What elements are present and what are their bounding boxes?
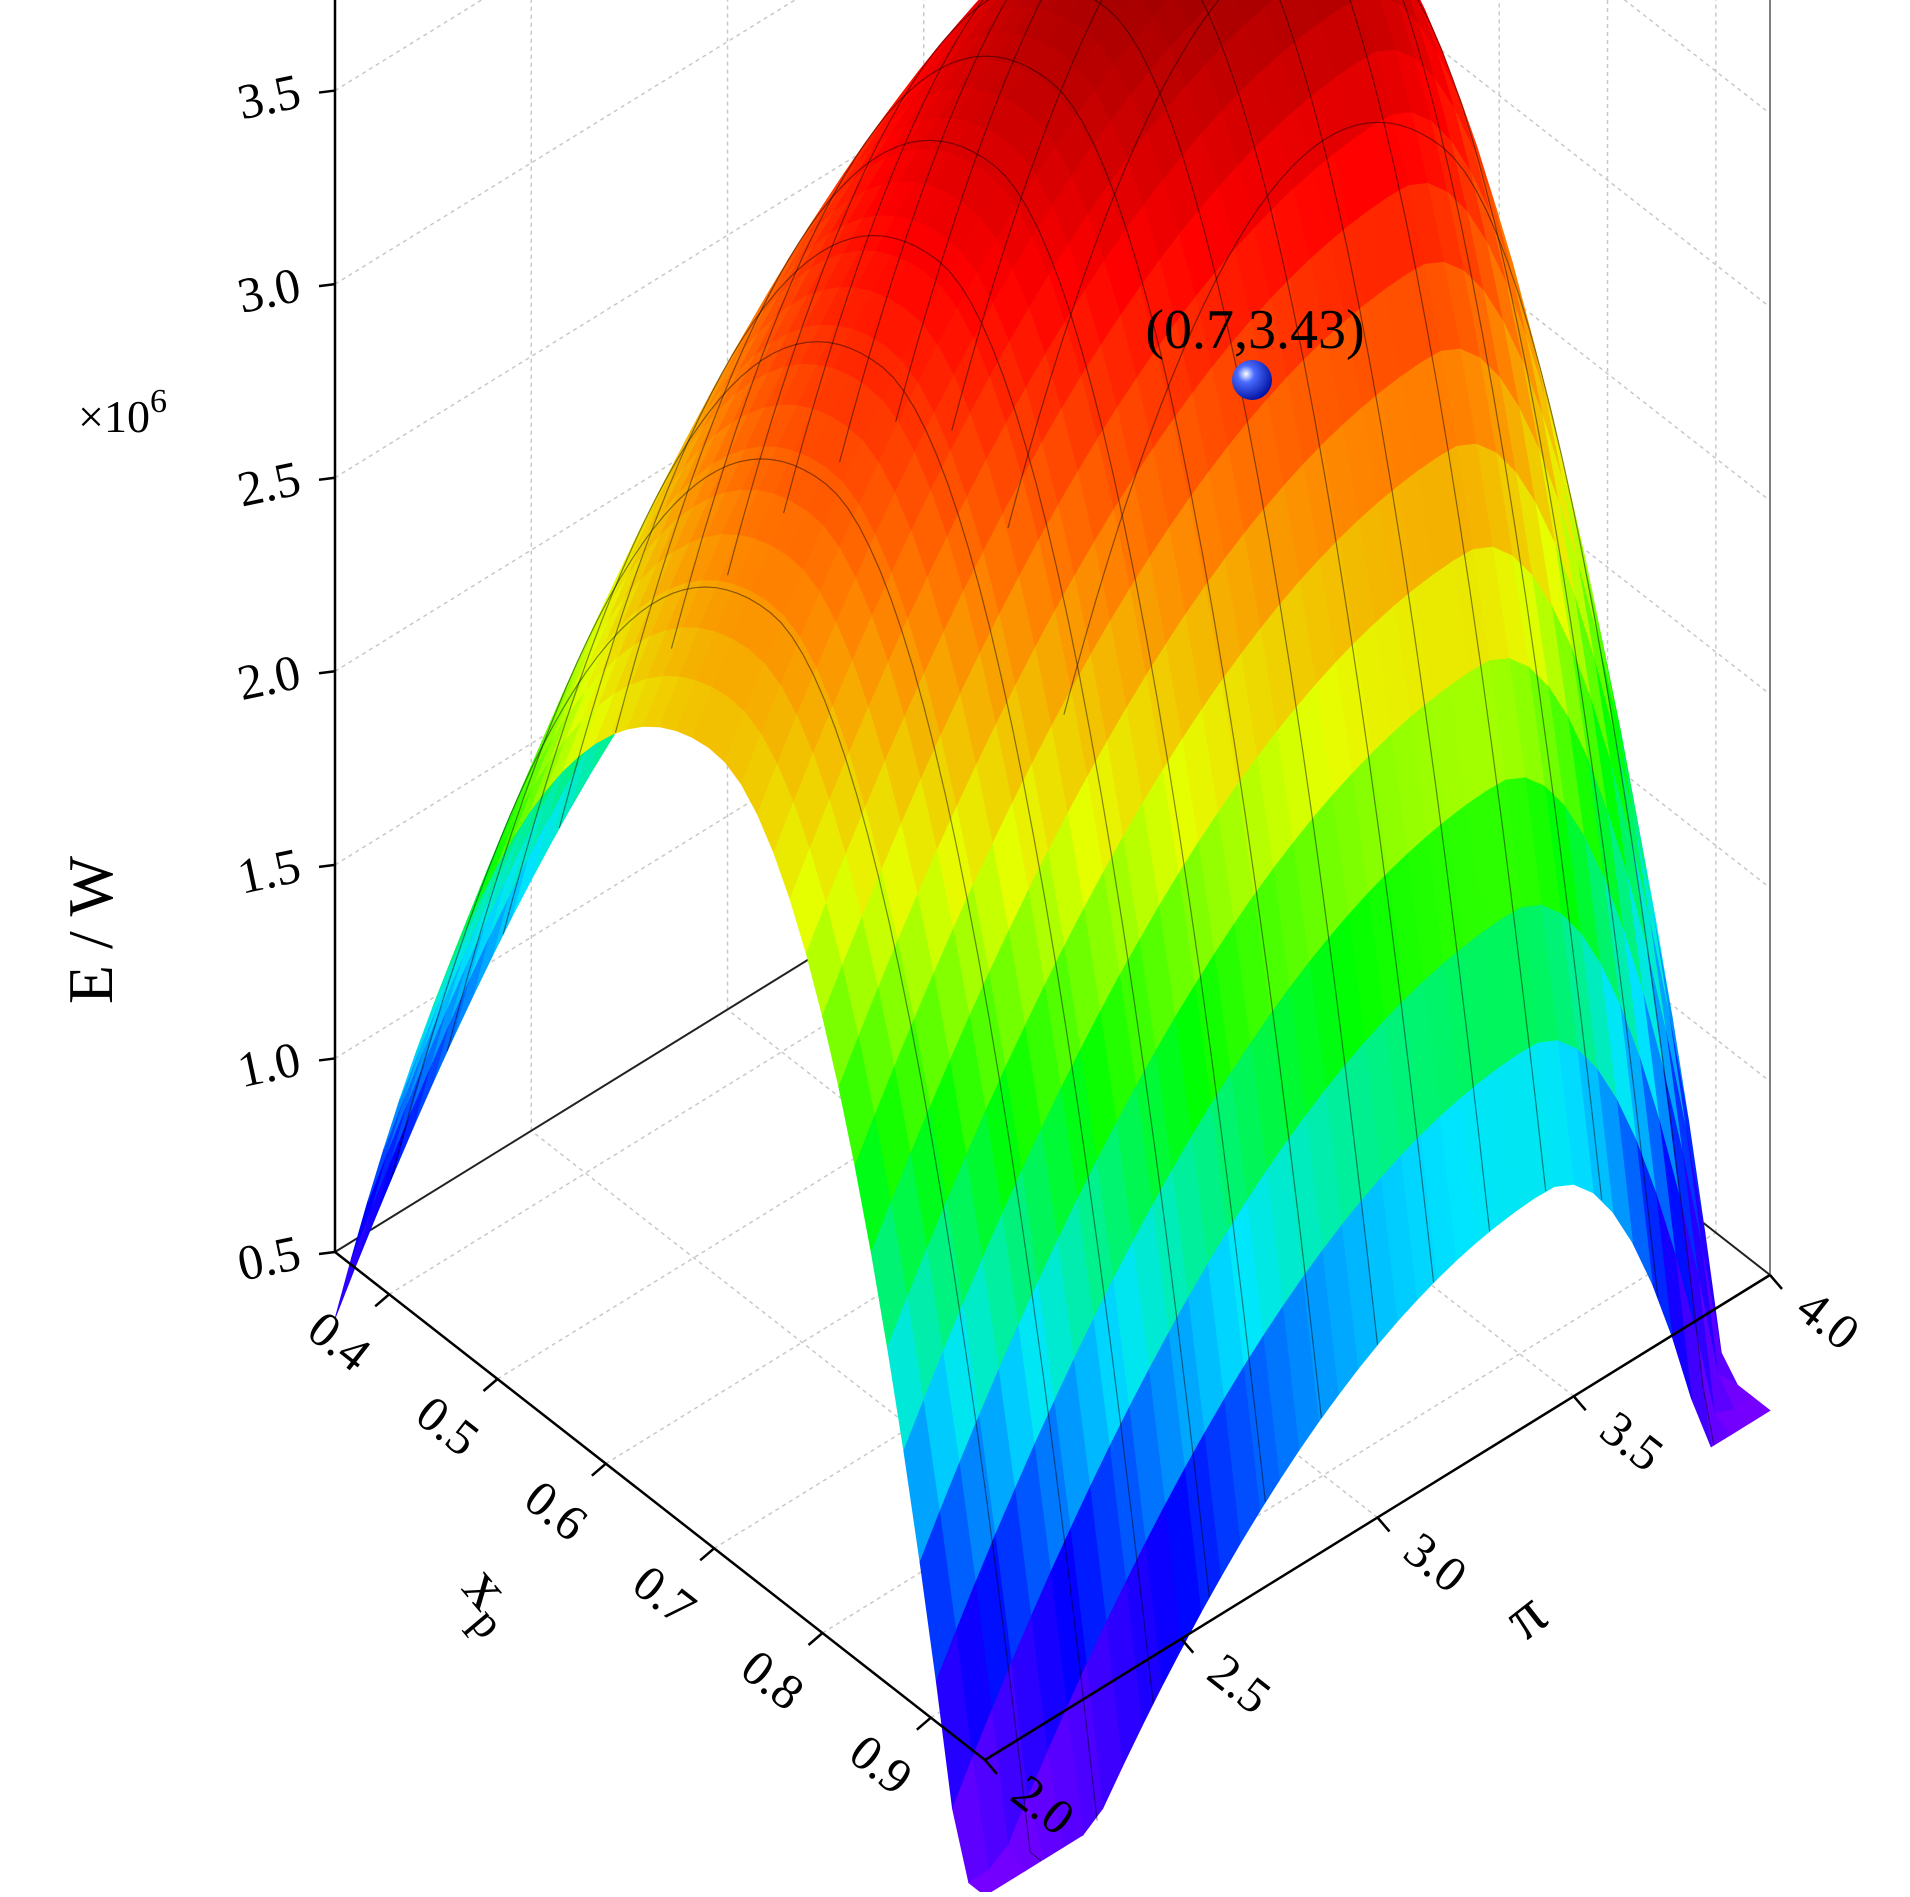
x-tick <box>484 1379 498 1391</box>
y-tick-label: 3.5 <box>1590 1400 1674 1483</box>
z-tick-label: 0.5 <box>233 1224 306 1292</box>
z-tick <box>319 671 335 673</box>
optimum-marker <box>1232 360 1272 400</box>
x-tick-label: 0.7 <box>623 1554 707 1637</box>
z-tick <box>319 865 335 867</box>
x-tick-label: 0.4 <box>298 1300 382 1383</box>
surface <box>335 0 1770 1892</box>
z-multiplier: ×106 <box>78 383 167 442</box>
y-tick-label: 3.0 <box>1394 1521 1478 1604</box>
y-axis-title: π <box>1490 1577 1559 1653</box>
z-tick-label: 3.0 <box>233 256 306 324</box>
surface-cell <box>351 1152 387 1259</box>
y-tick <box>1378 1518 1390 1532</box>
x-tick <box>917 1718 931 1730</box>
y-tick-label: 2.5 <box>1198 1642 1282 1725</box>
y-tick-label: 4.0 <box>1787 1278 1871 1361</box>
x-tick-label: 0.5 <box>406 1384 490 1467</box>
x-tick-label: 0.8 <box>731 1638 815 1721</box>
z-tick-label: 1.5 <box>233 837 306 905</box>
surface-cell <box>335 1209 371 1319</box>
y-tick <box>1770 1275 1782 1289</box>
optimum-label: (0.7,3.43) <box>1145 299 1364 361</box>
z-tick <box>319 284 335 286</box>
z-tick <box>319 1058 335 1060</box>
z-tick-label: 2.5 <box>233 450 306 518</box>
z-tick-label: 1.0 <box>233 1030 306 1098</box>
z-tick <box>319 91 335 93</box>
x-tick <box>375 1294 389 1306</box>
surface-cell <box>355 1160 391 1268</box>
x-tick <box>592 1464 606 1476</box>
z-multiplier-exp: 6 <box>150 383 167 420</box>
x-tick-label: 0.9 <box>839 1723 923 1806</box>
z-tick <box>319 1252 335 1254</box>
z-tick-label: 2.0 <box>233 643 306 711</box>
x-axis-title: xp <box>440 1552 539 1647</box>
x-tick <box>809 1633 823 1645</box>
z-axis-title: E / W <box>55 855 126 1004</box>
z-tick <box>319 478 335 480</box>
x-tick-label: 0.6 <box>514 1469 598 1552</box>
y-tick <box>1574 1396 1586 1410</box>
x-tick <box>700 1548 714 1560</box>
z-tick-label: 3.5 <box>233 63 306 131</box>
surface-cell <box>371 1104 407 1209</box>
